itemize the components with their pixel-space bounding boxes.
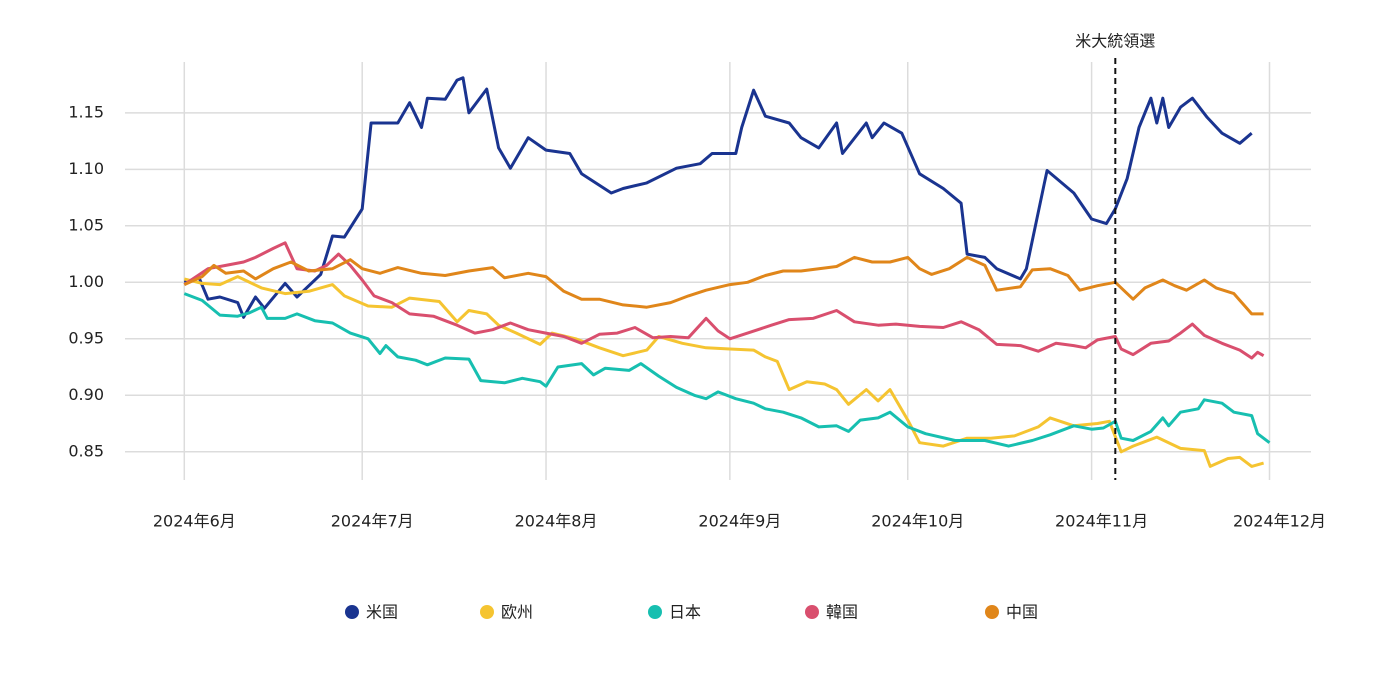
x-tick-label: 2024年9月 [698,512,781,531]
y-tick-label: 0.85 [68,441,104,460]
y-tick-label: 1.15 [68,102,104,121]
legend-marker [480,605,494,619]
x-tick-label: 2024年8月 [515,512,598,531]
legend-marker [648,605,662,619]
annotation-label: 米大統領選 [1075,32,1155,51]
legend-marker [805,605,819,619]
legend-marker [985,605,999,619]
series-line [183,241,1265,360]
series-line [183,275,1265,468]
legend-label: 中国 [1006,603,1038,622]
x-tick-label: 2024年10月 [871,512,964,531]
y-tick-label: 0.90 [68,385,104,404]
x-tick-label: 2024年12月 [1233,512,1326,531]
x-tick-label: 2024年11月 [1055,512,1148,531]
series-line [183,76,1253,319]
legend-label: 米国 [366,603,398,622]
x-tick-label: 2024年6月 [153,512,236,531]
legend-label: 欧州 [501,603,533,622]
series-line [183,292,1271,448]
legend-marker [345,605,359,619]
y-tick-label: 1.05 [68,215,104,234]
legend-label: 韓国 [826,603,858,622]
y-tick-label: 1.10 [68,159,104,178]
y-tick-label: 0.95 [68,328,104,347]
legend-label: 日本 [669,603,701,622]
series-line [183,255,1264,316]
y-tick-label: 1.00 [68,272,104,291]
x-tick-label: 2024年7月 [331,512,414,531]
